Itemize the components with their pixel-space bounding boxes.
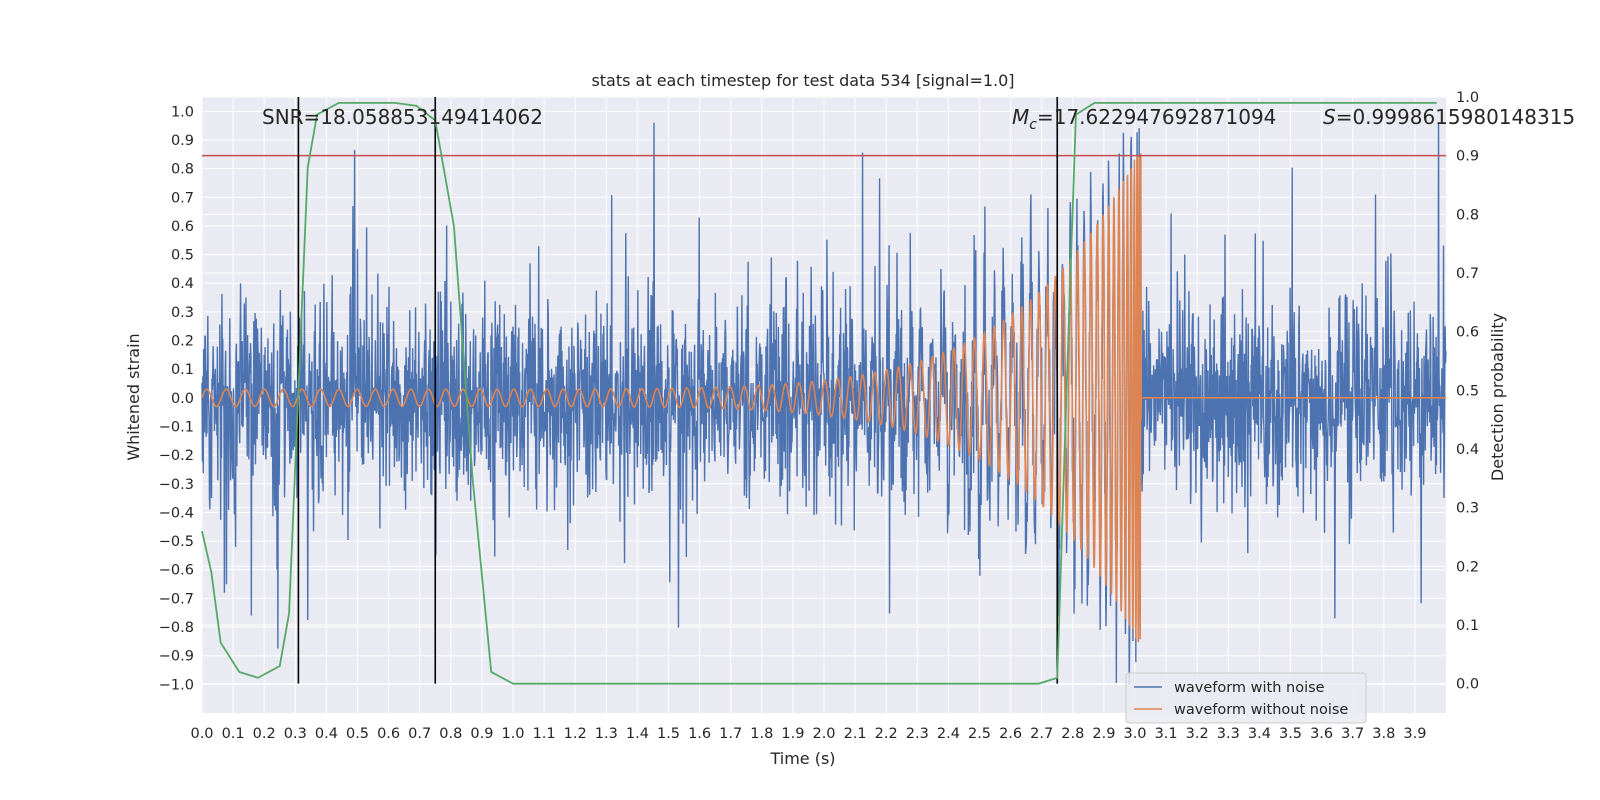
x-tick-label: 0.9 — [470, 726, 493, 742]
x-tick-label: 3.5 — [1279, 726, 1302, 742]
x-tick-label: 3.8 — [1372, 726, 1395, 742]
y-right-tick-label: 0.0 — [1456, 677, 1479, 693]
x-tick-label: 2.6 — [999, 726, 1022, 742]
s-annotation: S=0.9998615980148315 — [1323, 105, 1575, 129]
x-tick-label: 0.7 — [408, 726, 431, 742]
y-left-tick-label: −0.8 — [159, 620, 194, 636]
y-right-tick-label: 0.5 — [1456, 383, 1479, 399]
series-waveform-without-noise — [201, 153, 1446, 643]
x-tick-label: 1.6 — [688, 726, 711, 742]
y-left-tick-label: 0.4 — [171, 276, 194, 292]
x-tick-label: 2.5 — [968, 726, 991, 742]
y-left-tick-labels: 1.0 0.9 0.8 0.7 0.6 0.5 0.4 0.3 0.2 0.1 0.0 −0.1 −0.… — [159, 104, 194, 693]
x-tick-label: 2.2 — [875, 726, 898, 742]
x-tick-label: 1.0 — [501, 726, 524, 742]
y-right-tick-label: 0.7 — [1456, 266, 1479, 282]
y-left-tick-label: −0.3 — [159, 477, 194, 493]
x-tick-label: 0.2 — [253, 726, 276, 742]
x-tick-label: 2.4 — [937, 726, 960, 742]
x-tick-label: 3.6 — [1310, 726, 1333, 742]
x-tick-label: 2.1 — [844, 726, 867, 742]
noise-series-layer — [201, 122, 1447, 685]
x-tick-label: 3.7 — [1341, 726, 1364, 742]
x-tick-label: 0.5 — [346, 726, 369, 742]
x-tick-label: 2.7 — [1030, 726, 1053, 742]
series-detection-probability — [201, 101, 1437, 685]
y-right-tick-label: 0.8 — [1456, 207, 1479, 223]
legend-label-noise: waveform with noise — [1174, 680, 1325, 696]
s-value: =0.9998615980148315 — [1336, 105, 1575, 129]
y-axis-label-left: Whitened strain — [124, 333, 143, 460]
y-right-tick-label: 0.9 — [1456, 149, 1479, 165]
x-tick-label: 1.4 — [626, 726, 649, 742]
y-axis-label-right: Detection probability — [1488, 313, 1507, 481]
probability-series-layer — [201, 101, 1437, 685]
x-tick-label: 3.4 — [1248, 726, 1271, 742]
legend-box — [1125, 672, 1367, 724]
y-left-tick-label: −1.0 — [159, 677, 194, 693]
chirp-mass-subscript: c — [1029, 117, 1037, 133]
y-right-tick-label: 0.1 — [1456, 618, 1479, 634]
x-tick-label: 3.1 — [1155, 726, 1178, 742]
x-tick-label: 1.8 — [750, 726, 773, 742]
x-tick-label: 2.0 — [812, 726, 835, 742]
x-tick-label: 2.8 — [1061, 726, 1084, 742]
y-left-tick-label: 0.1 — [171, 362, 194, 378]
snr-annotation: SNR=18.058853149414062 — [262, 105, 543, 129]
y-left-tick-label: 1.0 — [171, 104, 194, 120]
x-tick-label: 2.3 — [906, 726, 929, 742]
y-left-tick-label: −0.7 — [159, 591, 194, 607]
x-tick-label: 1.3 — [595, 726, 618, 742]
x-tick-label: 0.4 — [315, 726, 338, 742]
x-tick-label: 0.1 — [222, 726, 245, 742]
clean-series-layer — [201, 153, 1446, 643]
x-tick-label: 1.2 — [564, 726, 587, 742]
chirp-mass-annotation: Mc=17.622947692871094 — [1012, 105, 1276, 133]
legend-label-clean: waveform without noise — [1174, 702, 1348, 718]
x-tick-label: 2.9 — [1092, 726, 1115, 742]
x-tick-label: 0.8 — [439, 726, 462, 742]
y-left-tick-label: 0.5 — [171, 248, 194, 264]
y-right-tick-label: 0.2 — [1456, 559, 1479, 575]
y-left-tick-label: −0.5 — [159, 534, 194, 550]
y-right-tick-label: 1.0 — [1456, 90, 1479, 106]
y-left-tick-label: 0.0 — [171, 391, 194, 407]
chirp-mass-symbol: M — [1012, 105, 1029, 129]
s-symbol: S — [1323, 105, 1336, 129]
x-tick-label: 0.6 — [377, 726, 400, 742]
y-left-tick-label: −0.4 — [159, 505, 194, 521]
y-left-tick-label: −0.6 — [159, 563, 194, 579]
y-right-tick-label: 0.4 — [1456, 442, 1479, 458]
y-left-tick-label: 0.7 — [171, 190, 194, 206]
x-tick-label: 1.7 — [719, 726, 742, 742]
y-left-tick-label: −0.1 — [159, 419, 194, 435]
chirp-mass-value: =17.622947692871094 — [1037, 105, 1276, 129]
y-left-tick-label: 0.3 — [171, 305, 194, 321]
y-right-tick-label: 0.6 — [1456, 325, 1479, 341]
x-tick-label: 3.0 — [1123, 726, 1146, 742]
y-left-tick-label: 0.9 — [171, 133, 194, 149]
x-tick-label: 1.5 — [657, 726, 680, 742]
y-left-tick-label: 0.6 — [171, 219, 194, 235]
series-waveform-with-noise — [201, 122, 1447, 685]
x-tick-label: 0.3 — [284, 726, 307, 742]
legend: waveform with noise waveform without noi… — [1125, 672, 1367, 724]
y-right-tick-labels: 1.0 0.9 0.8 0.7 0.6 0.5 0.4 0.3 0.2 0.1 0.0 — [1456, 90, 1479, 693]
y-left-tick-label: 0.2 — [171, 334, 194, 350]
x-tick-label: 0.0 — [190, 726, 213, 742]
y-left-tick-label: −0.2 — [159, 448, 194, 464]
x-tick-label: 3.3 — [1217, 726, 1240, 742]
x-tick-label: 3.2 — [1186, 726, 1209, 742]
x-tick-label: 1.9 — [781, 726, 804, 742]
y-left-tick-label: 0.8 — [171, 162, 194, 178]
y-left-tick-label: −0.9 — [159, 649, 194, 665]
x-tick-label: 3.9 — [1403, 726, 1426, 742]
x-tick-label: 1.1 — [533, 726, 556, 742]
chart-title: stats at each timestep for test data 534… — [591, 71, 1014, 90]
x-tick-labels: 0.0 0.1 0.2 0.3 0.4 0.5 0.6 0.7 0.8 0.9 1.0 1.1 1.2 1… — [190, 726, 1426, 742]
y-right-tick-label: 0.3 — [1456, 501, 1479, 517]
x-axis-label: Time (s) — [769, 749, 835, 768]
